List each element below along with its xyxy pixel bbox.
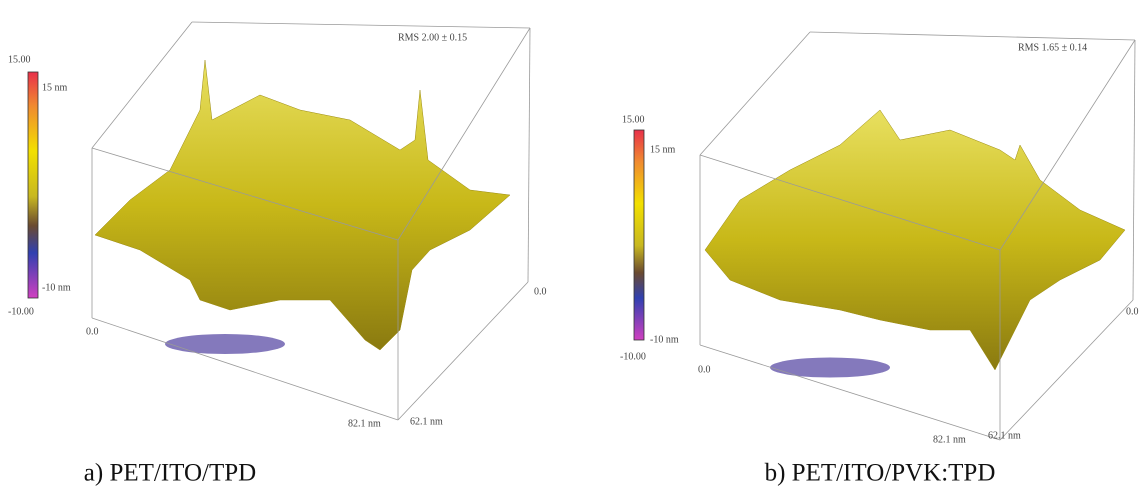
colorbar-min: -10.00: [8, 306, 34, 317]
box-edge: [191, 21, 531, 29]
colorbar-top-label: 15 nm: [650, 144, 676, 155]
rms-label: RMS 1.65 ± 0.14: [1018, 42, 1087, 53]
axis-x-end: 82.1 nm: [348, 418, 381, 429]
box-edge: [527, 27, 531, 283]
colorbar-max: 15.00: [8, 54, 31, 65]
colorbar-min: -10.00: [620, 351, 646, 362]
box-edge: [699, 154, 1001, 251]
axis-right-zero: 0.0: [534, 286, 547, 297]
box-edge: [397, 281, 529, 421]
box-edge: [91, 21, 193, 149]
axis-origin: 0.0: [698, 364, 711, 375]
colorbar-top-label: 15 nm: [42, 82, 68, 93]
low-region: [770, 357, 890, 378]
axis-y-end: 62.1 nm: [988, 430, 1021, 441]
box-edge: [1132, 39, 1136, 301]
caption: a) PET/ITO/TPD: [84, 460, 256, 487]
colorbar-max: 15.00: [622, 114, 645, 125]
axis-right-zero: 0.0: [1126, 306, 1139, 317]
panel: RMS 1.65 ± 0.14 15.00 15 nm -10 nm -10.00 0.0…: [620, 31, 1139, 487]
box-edge: [91, 147, 399, 241]
box-edge: [699, 344, 1001, 441]
box-edge: [999, 299, 1134, 441]
box-edge: [809, 31, 1136, 41]
caption: b) PET/ITO/PVK:TPD: [765, 460, 996, 487]
box-edge: [91, 317, 399, 421]
rms-label: RMS 2.00 ± 0.15: [398, 32, 467, 43]
low-region: [165, 334, 285, 354]
box-edge: [699, 31, 811, 156]
colorbar-bottom-label: -10 nm: [42, 282, 71, 293]
colorbar: [633, 129, 645, 341]
axis-x-end: 82.1 nm: [933, 434, 966, 445]
axis-origin: 0.0: [86, 326, 99, 337]
surface: [704, 109, 1126, 371]
axis-y-end: 62.1 nm: [410, 416, 443, 427]
box-edge: [397, 27, 531, 241]
surface: [94, 59, 511, 351]
colorbar: [27, 71, 39, 299]
panel: RMS 2.00 ± 0.15 15.00 15 nm -10 nm -10.00 0.0…: [8, 21, 547, 487]
colorbar-bottom-label: -10 nm: [650, 334, 679, 345]
box-edge: [999, 39, 1136, 251]
